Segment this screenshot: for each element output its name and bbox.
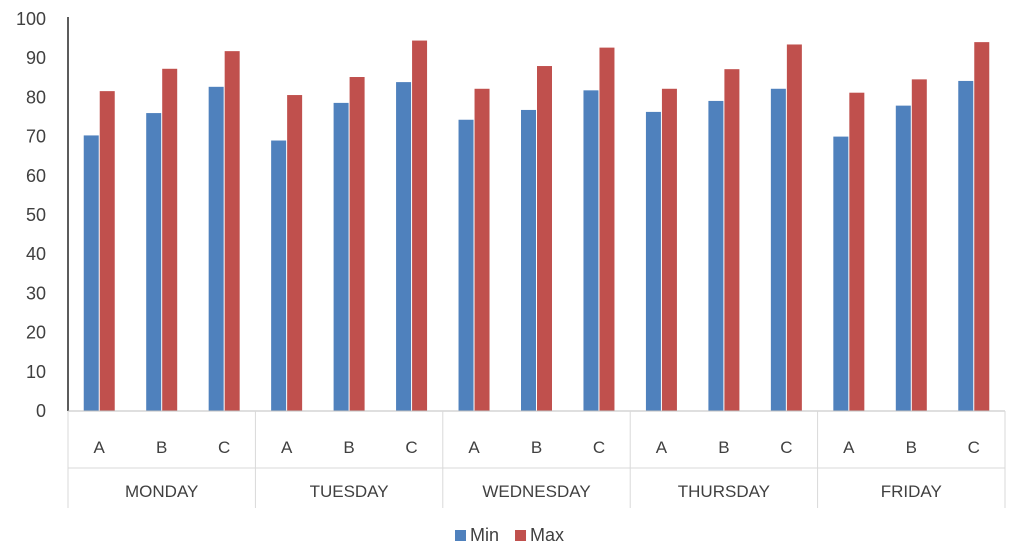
bar-max bbox=[287, 95, 303, 411]
bar-max bbox=[599, 47, 615, 412]
x-group-label: WEDNESDAY bbox=[482, 482, 590, 501]
bar-min bbox=[770, 88, 786, 411]
y-axis: 0 10 20 30 40 50 60 70 80 90 100 bbox=[16, 9, 69, 421]
y-tick-label: 30 bbox=[26, 283, 46, 303]
bar-min bbox=[458, 119, 474, 411]
bar-max bbox=[911, 79, 927, 412]
x-category-label: B bbox=[343, 438, 354, 457]
x-category-label: A bbox=[281, 438, 293, 457]
legend-label-min: Min bbox=[470, 525, 499, 545]
x-category-label: A bbox=[656, 438, 668, 457]
x-category-label: C bbox=[968, 438, 980, 457]
y-tick-label: 50 bbox=[26, 205, 46, 225]
bar-min bbox=[208, 86, 224, 411]
y-tick-label: 80 bbox=[26, 87, 46, 107]
x-category-label: C bbox=[593, 438, 605, 457]
x-group-label: THURSDAY bbox=[678, 482, 770, 501]
x-group-label: TUESDAY bbox=[310, 482, 389, 501]
x-category-label: A bbox=[843, 438, 855, 457]
bar-max bbox=[724, 69, 740, 412]
legend: Min Max bbox=[455, 525, 564, 545]
bars bbox=[83, 40, 990, 412]
y-tick-label: 0 bbox=[36, 401, 46, 421]
x-category-label: B bbox=[906, 438, 917, 457]
bar-min bbox=[833, 136, 849, 411]
bar-min bbox=[958, 80, 974, 411]
bar-min bbox=[708, 100, 724, 411]
y-tick-label: 70 bbox=[26, 127, 46, 147]
x-category-label: B bbox=[718, 438, 729, 457]
y-tick-label: 60 bbox=[26, 166, 46, 186]
y-tick-label: 100 bbox=[16, 9, 46, 29]
legend-label-max: Max bbox=[530, 525, 564, 545]
bar-max bbox=[224, 51, 240, 411]
bar-max bbox=[661, 88, 677, 411]
y-tick-label: 90 bbox=[26, 48, 46, 68]
bar-max bbox=[974, 42, 990, 412]
bar-max bbox=[162, 68, 178, 411]
bar-min bbox=[645, 111, 661, 412]
x-category-label: C bbox=[780, 438, 792, 457]
x-category-label: C bbox=[405, 438, 417, 457]
x-category-label: B bbox=[531, 438, 542, 457]
x-axis: A B C A B C A B C A B C A B C MONDAY TUESDAY WEDNESDAY THU… bbox=[67, 410, 1006, 508]
bar-max bbox=[849, 92, 865, 412]
bar-min bbox=[521, 109, 536, 411]
bar-min bbox=[333, 102, 349, 411]
bar-min bbox=[895, 105, 911, 411]
bar-max bbox=[537, 66, 552, 411]
x-group-label: MONDAY bbox=[125, 482, 198, 501]
y-tick-label: 40 bbox=[26, 244, 46, 264]
x-category-label: A bbox=[468, 438, 480, 457]
bar-max bbox=[349, 77, 365, 412]
legend-swatch-min bbox=[455, 530, 466, 541]
bar-max bbox=[412, 40, 428, 412]
bar-max bbox=[786, 44, 802, 411]
y-tick-label: 20 bbox=[26, 323, 46, 343]
legend-swatch-max bbox=[515, 530, 527, 541]
bar-min bbox=[146, 113, 162, 411]
bar-min bbox=[583, 90, 599, 412]
x-category-label: C bbox=[218, 438, 230, 457]
x-group-label: FRIDAY bbox=[881, 482, 942, 501]
x-category-label: B bbox=[156, 438, 167, 457]
bar-min bbox=[83, 135, 99, 411]
y-tick-label: 10 bbox=[26, 362, 46, 382]
bar-max bbox=[474, 88, 490, 411]
bar-max bbox=[99, 91, 115, 412]
x-category-label: A bbox=[94, 438, 106, 457]
bar-min bbox=[396, 82, 412, 411]
bar-min bbox=[271, 140, 287, 411]
